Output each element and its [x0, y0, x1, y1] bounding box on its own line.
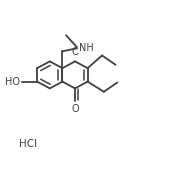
Text: HO: HO — [5, 77, 20, 87]
Text: O: O — [71, 104, 79, 114]
Text: NH: NH — [79, 43, 93, 53]
Text: O: O — [71, 47, 79, 57]
Text: HCl: HCl — [19, 139, 37, 149]
